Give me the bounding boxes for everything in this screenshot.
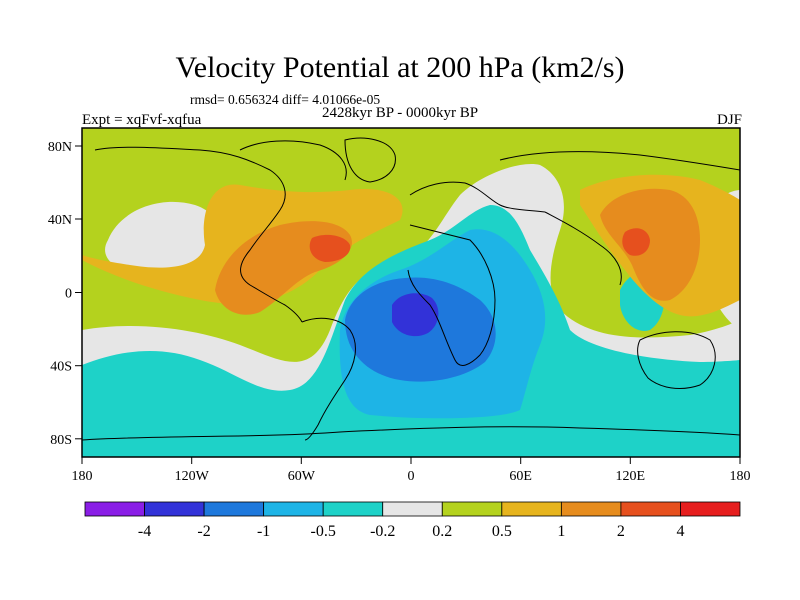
contour-fields — [82, 128, 740, 457]
colorbar-swatch — [620, 501, 681, 517]
colorbar-label: 4 — [676, 523, 684, 540]
colorbar-swatch — [144, 501, 205, 517]
field-positive-weak-atlantic — [82, 184, 403, 304]
colorbar-label: -2 — [197, 523, 210, 540]
x-tick-label: 60E — [509, 469, 532, 484]
colorbar-labels: -4 -2 -1 -0.5 -0.2 0.2 0.5 1 2 4 — [138, 523, 685, 540]
colorbar-label: 0.5 — [492, 523, 512, 540]
colorbar-label: -4 — [138, 523, 151, 540]
colorbar-label: 1 — [557, 523, 565, 540]
experiment-label: Expt = xqFvf-xqfua — [82, 112, 202, 128]
coastlines — [82, 137, 740, 441]
x-tick-label: 180 — [730, 469, 751, 484]
colorbar-swatch — [441, 501, 503, 517]
field-positive-strong-asia — [622, 228, 650, 256]
season-label: DJF — [716, 112, 742, 128]
x-tick-label: 120W — [175, 469, 210, 484]
colorbar-swatch — [322, 501, 384, 517]
colorbar-label: 2 — [617, 523, 625, 540]
colorbar-label: -1 — [257, 523, 270, 540]
colorbar-swatch — [501, 501, 562, 517]
colorbar-swatch — [263, 501, 324, 517]
y-tick-label: 80S — [50, 433, 72, 448]
colorbar-swatch — [382, 501, 443, 517]
stats-text: rmsd= 0.656324 diff= 4.01066e-05 — [190, 92, 381, 107]
x-tick-label: 60W — [288, 469, 316, 484]
field-positive-strong-americas — [309, 234, 351, 262]
y-tick-labels: 80N 40N 0 40S 80S — [48, 140, 72, 448]
colorbar-swatch — [560, 501, 622, 517]
colorbar — [84, 501, 741, 517]
colorbar-swatch — [203, 501, 265, 517]
field-negative-strong — [392, 293, 439, 337]
colorbar-swatch — [84, 501, 145, 517]
colorbar-label: -0.5 — [311, 523, 336, 540]
field-positive-mid-asia — [600, 188, 700, 301]
map-title: Velocity Potential at 200 hPa (km2/s) — [175, 51, 625, 84]
y-tick-label: 40N — [48, 213, 72, 228]
y-tick-label: 0 — [65, 287, 72, 302]
y-tick-label: 40S — [50, 360, 72, 375]
x-tick-label: 180 — [72, 469, 93, 484]
colorbar-label: -0.2 — [370, 523, 395, 540]
axis-ticks — [75, 145, 741, 464]
x-tick-label: 120E — [616, 469, 646, 484]
x-tick-labels: 180 120W 60W 0 60E 120E 180 — [72, 469, 751, 484]
x-tick-label: 0 — [408, 469, 415, 484]
colorbar-label: 0.2 — [432, 523, 452, 540]
colorbar-swatch — [680, 501, 741, 517]
field-neutral-pacific — [105, 201, 222, 277]
period-label: 2428kyr BP - 0000kyr BP — [322, 105, 479, 121]
y-tick-label: 80N — [48, 140, 72, 155]
